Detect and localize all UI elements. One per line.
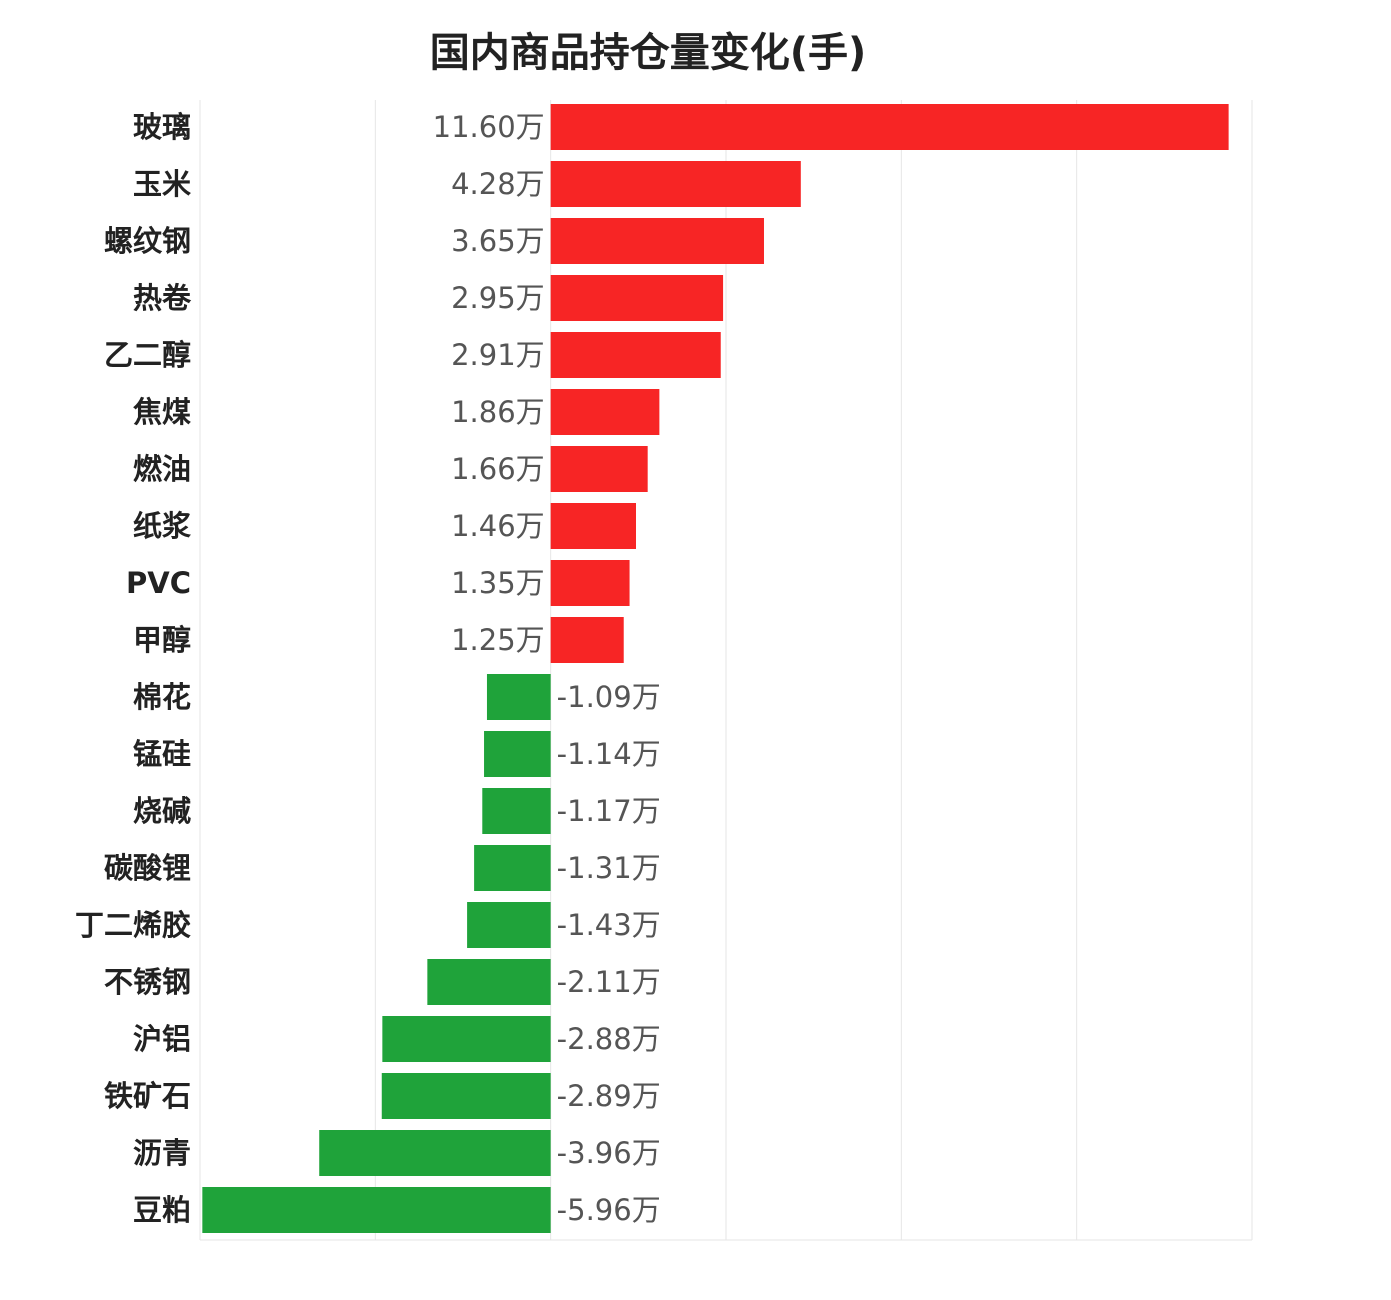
value-label: 11.60万 — [433, 110, 545, 144]
bar — [550, 560, 630, 606]
category-label: 烧碱 — [133, 794, 191, 828]
category-label: 豆粕 — [133, 1193, 191, 1227]
bar — [474, 845, 551, 891]
category-label: 甲醇 — [133, 623, 191, 657]
bar — [550, 161, 801, 207]
bar — [550, 389, 660, 435]
category-label: 沪铝 — [133, 1022, 191, 1056]
value-label: 1.46万 — [451, 509, 545, 543]
category-label: 锰硅 — [133, 737, 191, 771]
category-label: 热卷 — [133, 281, 192, 315]
bar — [550, 332, 721, 378]
category-label: 玻璃 — [133, 110, 191, 144]
value-label: 2.91万 — [451, 338, 545, 372]
value-label: -2.11万 — [557, 965, 661, 999]
category-label: 沥青 — [133, 1136, 191, 1170]
category-label: 燃油 — [133, 452, 191, 486]
value-label: -1.31万 — [557, 851, 661, 885]
category-label: 不锈钢 — [104, 965, 191, 999]
category-label: 乙二醇 — [104, 338, 191, 372]
bar — [381, 1073, 551, 1119]
category-label: 棉花 — [133, 680, 191, 714]
value-label: -1.09万 — [557, 680, 661, 714]
category-label: 碳酸锂 — [104, 851, 191, 885]
bar — [482, 788, 551, 834]
category-label: 玉米 — [133, 167, 191, 201]
bar — [202, 1187, 551, 1233]
category-label: PVC — [126, 566, 191, 600]
value-label: 1.86万 — [451, 395, 545, 429]
category-label: 纸浆 — [133, 509, 192, 543]
value-label: -2.89万 — [557, 1079, 661, 1113]
value-label: -1.43万 — [557, 908, 661, 942]
bar — [486, 674, 551, 720]
category-label: 焦煤 — [133, 395, 191, 429]
bar-layer — [202, 104, 1229, 1233]
value-label: 3.65万 — [451, 224, 545, 258]
bar — [427, 959, 551, 1005]
value-label: -1.17万 — [557, 794, 661, 828]
grid-layer — [199, 100, 1253, 1241]
bar — [550, 218, 764, 264]
bar — [550, 446, 648, 492]
value-label: -2.88万 — [557, 1022, 661, 1056]
bar — [319, 1130, 551, 1176]
bar — [467, 902, 551, 948]
category-label: 螺纹钢 — [104, 224, 191, 258]
value-label: -5.96万 — [557, 1193, 661, 1227]
value-label: -3.96万 — [557, 1136, 661, 1170]
bar — [550, 104, 1229, 150]
value-label: 2.95万 — [451, 281, 545, 315]
value-label: 1.66万 — [451, 452, 545, 486]
category-label: 丁二烯胶 — [75, 908, 191, 942]
value-label: 1.35万 — [451, 566, 545, 600]
bar — [382, 1016, 551, 1062]
bar — [550, 275, 724, 321]
bar — [550, 617, 624, 663]
bar — [484, 731, 551, 777]
value-label: -1.14万 — [557, 737, 661, 771]
category-label: 铁矿石 — [104, 1079, 191, 1113]
chart-title: 国内商品持仓量变化(手) — [429, 30, 867, 76]
bar — [550, 503, 636, 549]
value-label: 4.28万 — [451, 167, 545, 201]
value-label: 1.25万 — [451, 623, 545, 657]
